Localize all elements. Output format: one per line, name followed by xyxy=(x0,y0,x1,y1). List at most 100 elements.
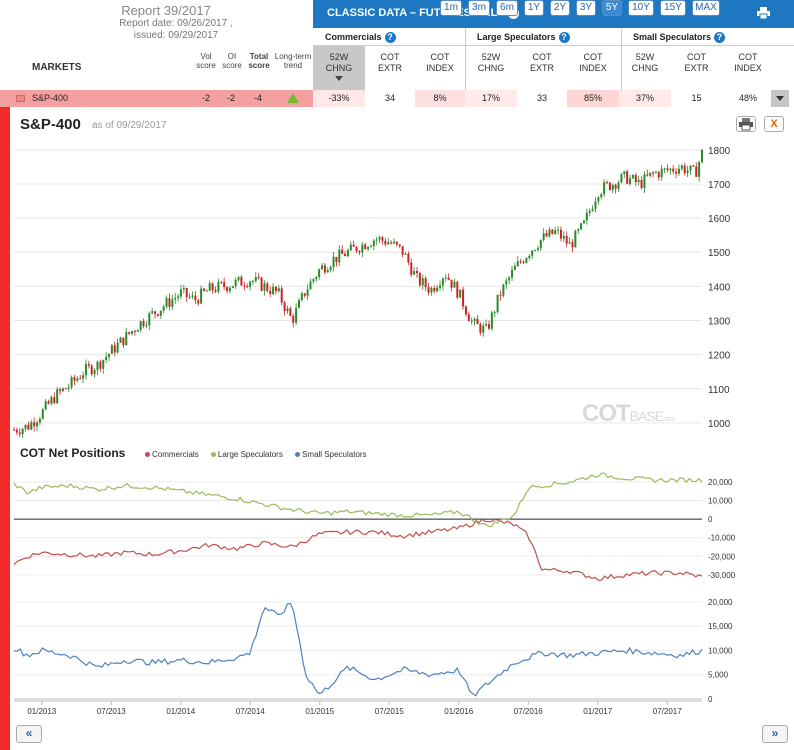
candle-body xyxy=(346,250,349,257)
candle-body xyxy=(338,249,341,263)
legend-small-speculators[interactable]: Small Speculators xyxy=(295,450,367,459)
sub-header-text: COT xyxy=(380,52,400,62)
candle-body xyxy=(159,310,162,316)
candle-body xyxy=(407,253,410,263)
sub-header-text: COT xyxy=(532,52,552,62)
candle-body xyxy=(464,306,467,315)
range-button-5y[interactable]: 5Y xyxy=(602,0,622,16)
sub-header-4[interactable]: COT EXTR xyxy=(517,46,567,90)
sub-header-1[interactable]: COT EXTR xyxy=(365,46,415,90)
candle-body xyxy=(303,293,306,296)
candle-body xyxy=(254,276,257,281)
candle-body xyxy=(44,401,47,410)
candle-body xyxy=(433,288,436,292)
chart-title: S&P-400 xyxy=(20,116,81,133)
candle-body xyxy=(410,262,413,275)
candle-body xyxy=(677,168,680,174)
candle-body xyxy=(53,397,56,404)
sub-header-5[interactable]: COT INDEX xyxy=(567,46,619,90)
candle-body xyxy=(122,337,125,346)
candle-body xyxy=(390,242,393,244)
market-name[interactable]: S&P-400 xyxy=(32,93,69,103)
row-cell-1: 34 xyxy=(365,90,415,107)
range-button-3y[interactable]: 3Y xyxy=(576,0,596,16)
range-button-1m[interactable]: 1m xyxy=(440,0,462,16)
printer-icon[interactable] xyxy=(757,7,770,19)
candle-body xyxy=(476,318,479,325)
candle-body xyxy=(392,241,395,244)
market-expand-icon[interactable] xyxy=(16,95,25,102)
prev-button[interactable]: « xyxy=(16,725,42,743)
candle-body xyxy=(185,288,188,297)
small-y-tick: 20,000 xyxy=(708,598,733,607)
candle-body xyxy=(266,283,269,291)
candle-body xyxy=(321,265,324,270)
next-button[interactable]: » xyxy=(762,725,788,743)
row-cell-6: 37% xyxy=(619,90,671,107)
range-button-15y[interactable]: 15Y xyxy=(660,0,686,16)
total-score-header[interactable]: Total score xyxy=(245,52,273,70)
candle-body xyxy=(352,244,355,247)
sub-header-7[interactable]: COT EXTR xyxy=(671,46,722,90)
print-chart-button[interactable] xyxy=(736,116,756,132)
candle-body xyxy=(56,389,59,404)
chart-as-of: as of 09/29/2017 xyxy=(92,120,167,131)
range-button-2y[interactable]: 2Y xyxy=(550,0,570,16)
candle-body xyxy=(416,271,419,274)
help-icon[interactable]: ? xyxy=(714,32,726,44)
sub-header-3[interactable]: 52W CHNG xyxy=(465,46,517,90)
candle-body xyxy=(519,261,522,263)
sub-header-6[interactable]: 52W CHNG xyxy=(619,46,671,90)
candle-body xyxy=(548,229,551,237)
report-issued: issued: 09/29/2017 xyxy=(133,30,219,41)
candle-body xyxy=(395,241,398,245)
candle-body xyxy=(84,364,87,376)
sub-header-text: EXTR xyxy=(377,63,402,73)
help-icon[interactable]: ? xyxy=(384,32,396,44)
range-button-3m[interactable]: 3m xyxy=(468,0,490,16)
legend-large-speculators[interactable]: Large Speculators xyxy=(210,450,283,459)
candle-body xyxy=(525,258,528,263)
legend-commercials[interactable]: Commercials xyxy=(145,450,199,459)
candle-body xyxy=(672,168,675,172)
row-cell-4: 33 xyxy=(517,90,567,107)
candle-body xyxy=(436,287,439,292)
x-axis-label: 07/2017 xyxy=(653,707,682,716)
candle-body xyxy=(355,246,358,252)
candle-body xyxy=(456,281,459,298)
candle-body xyxy=(329,266,332,271)
range-button-max[interactable]: MAX xyxy=(692,0,720,16)
range-button-10y[interactable]: 10Y xyxy=(628,0,654,16)
sub-header-text: EXTR xyxy=(684,63,709,73)
candle-body xyxy=(341,249,344,254)
sub-header-text: 52W xyxy=(481,52,501,62)
candle-body xyxy=(522,262,525,264)
market-row[interactable]: S&P-400 -2 -2 -4 -33% 34 8% 17% 33 85% 37% 15 48… xyxy=(0,90,794,107)
oi-score-header[interactable]: OI score xyxy=(220,52,244,70)
close-chart-button[interactable]: X xyxy=(764,116,784,132)
candle-body xyxy=(30,422,33,430)
candle-body xyxy=(689,165,692,171)
legend-label: Large Speculators xyxy=(217,450,283,459)
sub-header-0[interactable]: 52W CHNG xyxy=(313,46,365,90)
range-button-6m[interactable]: 6m xyxy=(496,0,518,16)
price-y-tick: 1000 xyxy=(708,419,731,430)
group-small-speculators: Small Speculators? xyxy=(621,28,794,46)
sub-header-2[interactable]: COT INDEX xyxy=(415,46,465,90)
dropdown-button[interactable] xyxy=(771,90,789,107)
candle-body xyxy=(698,162,701,177)
help-icon[interactable]: ? xyxy=(558,32,570,44)
candle-body xyxy=(358,251,361,253)
candle-body xyxy=(482,325,485,333)
trend-header[interactable]: Long-term trend xyxy=(274,52,312,70)
vol-score-header[interactable]: Vol score xyxy=(194,52,218,70)
candle-body xyxy=(128,332,131,334)
candle-body xyxy=(582,220,585,224)
price-y-tick: 1500 xyxy=(708,248,731,259)
market-row-left[interactable]: S&P-400 -2 -2 -4 xyxy=(0,90,313,107)
sub-header-8[interactable]: COT INDEX xyxy=(722,46,774,90)
range-button-1y[interactable]: 1Y xyxy=(524,0,544,16)
candle-body xyxy=(516,261,519,267)
candle-body xyxy=(398,244,401,247)
candle-body xyxy=(214,290,217,292)
